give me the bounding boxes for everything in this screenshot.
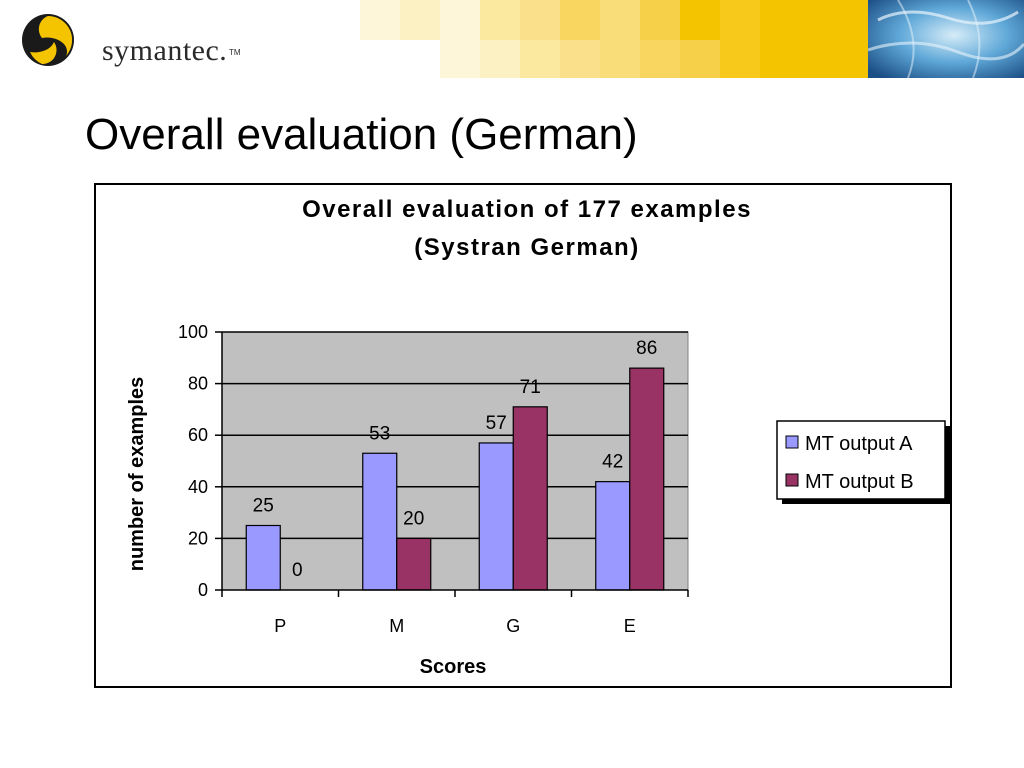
x-axis-label: Scores <box>420 656 487 678</box>
symantec-logo-icon <box>22 14 74 66</box>
x-tick-label: P <box>274 616 286 636</box>
decorative-banner <box>360 0 870 78</box>
x-tick-label: E <box>624 616 636 636</box>
y-axis-label: number of examples <box>126 377 148 572</box>
slide-header: symantec. TM <box>0 0 1024 80</box>
bar <box>595 481 631 591</box>
data-label: 25 <box>253 496 274 517</box>
y-tick-label: 60 <box>188 425 208 445</box>
y-tick-label: 0 <box>198 580 208 600</box>
bar <box>362 452 398 591</box>
slide-title: Overall evaluation (German) <box>85 110 638 159</box>
bar <box>629 367 665 591</box>
legend: MT output A MT output B <box>776 420 950 504</box>
logo-trademark: TM <box>229 48 241 57</box>
chart-subtitle: (Systran German) <box>414 234 639 261</box>
bar-chart: Overall evaluation of 177 examples (Syst… <box>126 196 950 678</box>
y-tick-label: 20 <box>188 528 208 548</box>
legend-swatch-b <box>785 473 799 487</box>
y-tick-label: 100 <box>178 322 208 342</box>
data-label: 42 <box>602 452 623 473</box>
bar <box>396 537 432 591</box>
logo-wordmark: symantec. <box>102 34 228 67</box>
data-label: 86 <box>636 338 657 359</box>
data-label: 53 <box>369 423 390 444</box>
symantec-logo: symantec. TM <box>20 12 260 68</box>
data-label: 71 <box>520 377 541 398</box>
x-tick-label: M <box>389 616 404 636</box>
data-label: 20 <box>403 508 424 529</box>
legend-label-b: MT output B <box>805 471 914 493</box>
globe-icon <box>868 0 1024 78</box>
y-tick-label: 80 <box>188 374 208 394</box>
bar <box>478 442 514 591</box>
bar <box>245 524 281 591</box>
y-tick-label: 40 <box>188 477 208 497</box>
axes: 0 20 40 60 80 100 P M G E <box>178 322 689 636</box>
bar <box>512 406 548 591</box>
chart-title: Overall evaluation of 177 examples <box>302 196 752 223</box>
legend-box <box>776 420 946 500</box>
data-labels: 25 0 53 20 57 71 42 86 <box>253 338 658 581</box>
legend-label-a: MT output A <box>805 433 913 455</box>
data-label: 0 <box>292 560 303 581</box>
x-tick-label: G <box>506 616 520 636</box>
bars <box>245 367 665 591</box>
data-label: 57 <box>486 413 507 434</box>
legend-swatch-a <box>785 435 799 449</box>
